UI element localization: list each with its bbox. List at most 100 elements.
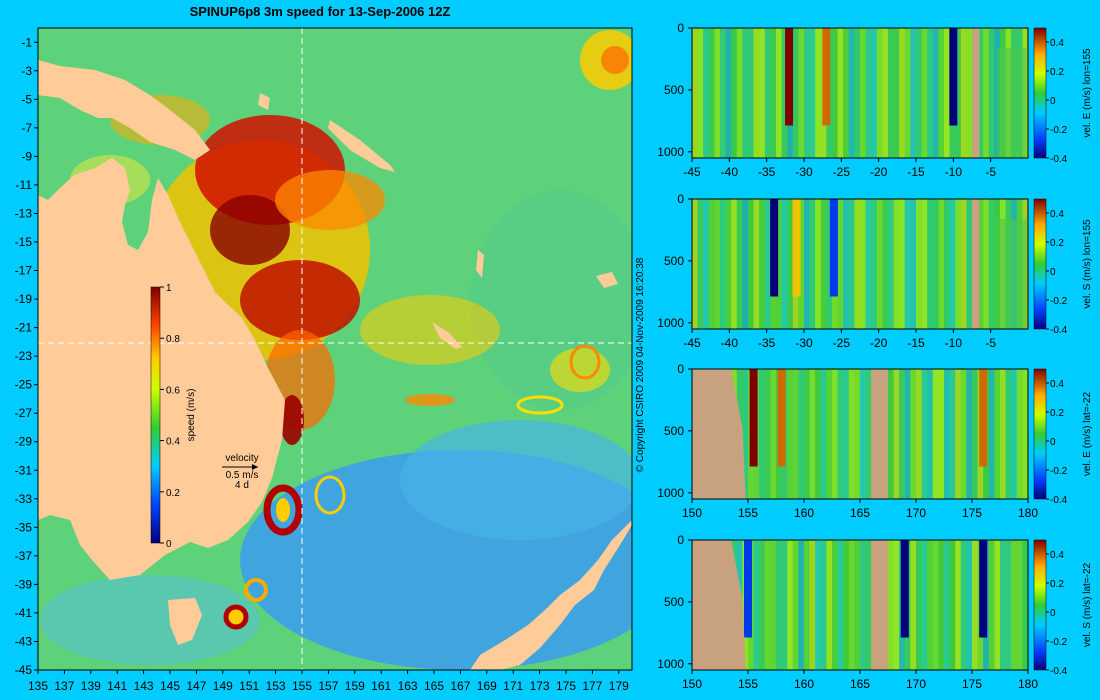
map-y-tick-label: -17	[15, 264, 33, 278]
section-x-tick-label: 180	[1018, 506, 1038, 520]
map-x-tick-label: 153	[266, 679, 286, 693]
section-x-tick-label: 180	[1018, 677, 1038, 691]
section-x-tick-label: 160	[794, 506, 814, 520]
map-y-tick-label: -41	[15, 606, 33, 620]
section-colorbar-tick-label: 0.4	[1050, 209, 1064, 220]
section-x-tick-label: -45	[683, 165, 701, 179]
map-y-tick-label: -43	[15, 634, 33, 648]
map-x-axis: 135 137 139 141 143 145 147 149 151 153 155 157 159 1…	[28, 670, 629, 693]
speed-colorbar-tick-label: 0.2	[166, 488, 180, 499]
section-x-tick-label: -30	[795, 165, 813, 179]
section-colorbar-tick-label: -0.2	[1050, 637, 1068, 648]
warm-core-eddy	[263, 484, 303, 536]
map-x-tick-label: 145	[160, 679, 180, 693]
section-x-tick-label: 160	[794, 677, 814, 691]
section-x-tick-label: 150	[682, 677, 702, 691]
section-land-mask	[972, 199, 980, 329]
section-land-mask	[692, 540, 746, 670]
section-frame	[691, 198, 1029, 330]
section-colorbar-tick-label: 0	[1050, 267, 1056, 278]
map-y-tick-label: -45	[15, 663, 33, 677]
map-y-tick-label: -5	[21, 92, 32, 106]
eddy-41s	[223, 604, 249, 630]
section-land-mask	[871, 369, 888, 499]
new-caledonia	[432, 322, 462, 349]
section-panel-3: 150 155 160 165 170 175 180 0 500 1000 0.4 0.2 0 -0.2…	[657, 362, 1093, 520]
map-y-tick-label: -25	[15, 378, 33, 392]
section-colorbar-label: vel. S (m/s) lon=155	[1082, 219, 1093, 309]
section-colorbar-tick-label: 0.2	[1050, 238, 1064, 249]
section-x-tick-label: -15	[907, 336, 925, 350]
velocity-legend-value: 0.5 m/s	[226, 470, 259, 481]
map-panel: 135 137 139 141 143 145 147 149 151 153 155 157 159 1…	[15, 27, 633, 693]
section-x-tick-label: 165	[850, 677, 870, 691]
section-x-tick-label: 165	[850, 506, 870, 520]
map-x-tick-label: 163	[398, 679, 418, 693]
map-x-tick-label: 147	[186, 679, 206, 693]
fiji	[596, 272, 618, 288]
section-feature-band	[777, 369, 786, 467]
section-y-tick-label: 1000	[657, 486, 684, 500]
map-y-tick-label: -19	[15, 292, 33, 306]
section-x-tick-label: -45	[683, 336, 701, 350]
speed-colorbar-tick-label: 0.8	[166, 334, 180, 345]
map-x-tick-label: 151	[239, 679, 259, 693]
new-zealand	[470, 520, 632, 670]
map-y-tick-label: -27	[15, 406, 33, 420]
map-x-tick-label: 177	[582, 679, 602, 693]
section-x-tick-label: 175	[962, 677, 982, 691]
map-x-tick-label: 159	[345, 679, 365, 693]
section-x-tick-label: -35	[758, 165, 776, 179]
section-x-tick-label: -25	[833, 336, 851, 350]
section-y-tick-label: 500	[664, 254, 684, 268]
map-y-tick-label: -35	[15, 520, 33, 534]
speed-colorbar-tick-label: 0	[166, 539, 172, 550]
page-title: SPINUP6p8 3m speed for 13-Sep-2006 12Z	[189, 4, 451, 19]
section-colorbar-tick-label: 0	[1050, 437, 1056, 448]
map-x-tick-label: 173	[530, 679, 550, 693]
map-y-tick-label: -39	[15, 577, 33, 591]
map-y-tick-label: -23	[15, 349, 33, 363]
tasmania	[168, 598, 202, 645]
section-y-tick-label: 1000	[657, 145, 684, 159]
map-x-tick-label: 143	[134, 679, 154, 693]
section-feature-band	[979, 369, 988, 467]
map-y-tick-label: -1	[21, 35, 32, 49]
section-panel-2: -45 -40 -35 -30 -25 -20 -15 -10 -5 0 500 1000 0.4 0.2…	[657, 192, 1093, 350]
map-y-tick-label: -11	[16, 178, 33, 192]
map-y-tick-label: -15	[15, 235, 33, 249]
map-y-tick-label: -13	[15, 206, 33, 220]
australia-landmass	[38, 158, 285, 580]
section-x-tick-label: -30	[795, 336, 813, 350]
section-colorbar-tick-label: 0.2	[1050, 67, 1064, 78]
speed-colorbar: 1 0.8 0.6 0.4 0.2 0 speed (m/s)	[150, 283, 197, 550]
map-y-tick-label: -31	[15, 463, 33, 477]
map-y-tick-label: -7	[21, 121, 32, 135]
section-colorbar-tick-label: 0.2	[1050, 579, 1064, 590]
map-x-tick-label: 171	[503, 679, 523, 693]
map-x-tick-label: 149	[213, 679, 233, 693]
section-x-tick-label: -5	[985, 336, 996, 350]
vanuatu	[476, 250, 484, 278]
section-feature-band	[822, 28, 831, 126]
map-frame	[37, 27, 633, 671]
section-colorbar-tick-label: -0.4	[1050, 495, 1068, 506]
velocity-legend-duration: 4 d	[235, 480, 249, 491]
map-x-tick-label: 167	[450, 679, 470, 693]
section-feature-band	[785, 28, 794, 126]
section-y-tick-label: 500	[664, 595, 684, 609]
section-colorbar-label: vel. E (m/s) lon=155	[1082, 48, 1093, 138]
section-y-tick-label: 500	[664, 83, 684, 97]
section-feature-band	[744, 540, 752, 638]
map-y-axis: -1 -3 -5 -7 -9 -11 -13 -15 -17 -19 -21 -23 -25 -27 -29…	[15, 35, 38, 677]
map-y-tick-label: -37	[15, 549, 33, 563]
map-x-tick-label: 141	[107, 679, 127, 693]
map-x-tick-label: 155	[292, 679, 312, 693]
section-colorbar-tick-label: 0	[1050, 96, 1056, 107]
speed-colorbar-tick-label: 0.6	[166, 385, 180, 396]
section-colorbar-tick-label: -0.2	[1050, 296, 1068, 307]
section-x-tick-label: -15	[907, 165, 925, 179]
section-panels: -45 -40 -35 -30 -25 -20 -15 -10 -5 0 500 1000 0.4 0.2…	[657, 21, 1093, 691]
section-frame	[691, 27, 1029, 159]
